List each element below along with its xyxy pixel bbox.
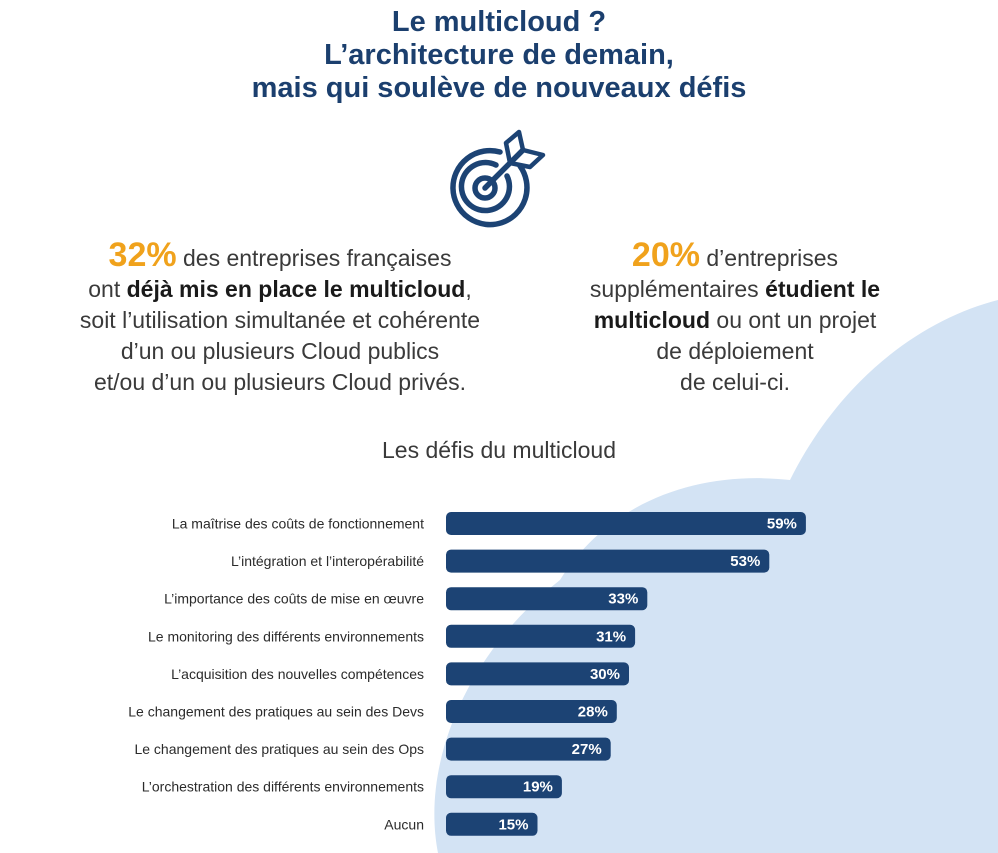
stat-left-text-2c: ,: [465, 276, 472, 302]
stat-right-text-5: de celui-ci.: [680, 369, 790, 395]
title-line-3: mais qui soulève de nouveaux défis: [251, 72, 747, 104]
category-label-7: L’orchestration des différents environne…: [142, 779, 424, 795]
stat-left-highlight: déjà mis en place le multicloud: [126, 276, 466, 302]
category-label-0: La maîtrise des coûts de fonctionnement: [172, 516, 424, 532]
value-label-7: 19%: [523, 779, 553, 796]
category-label-3: Le monitoring des différents environneme…: [148, 628, 424, 644]
stat-block-left: 32% des entreprises françaises ont déjà …: [20, 238, 540, 398]
bar-0: [446, 512, 806, 535]
bar-8: [446, 812, 538, 836]
stat-right-percent: 20%: [631, 236, 700, 274]
page-title: Le multicloud ? L’architecture de demain…: [0, 6, 998, 105]
stat-left-percent: 32%: [108, 236, 177, 274]
category-label-1: L’intégration et l’interopérabilité: [231, 553, 424, 569]
stat-right-text-1: d’entreprises: [699, 245, 839, 271]
target-arrow-icon: [450, 129, 546, 228]
value-label-6: 27%: [572, 741, 602, 758]
bar-5: [446, 700, 617, 723]
stat-left-text-1: des entreprises françaises: [176, 245, 452, 271]
category-label-6: Le changement des pratiques au sein des …: [134, 741, 424, 757]
category-label-2: L’importance des coûts de mise en œuvre: [164, 591, 424, 607]
stat-right-highlight-1: étudient le: [765, 276, 881, 302]
stat-left-text-4: d’un ou plusieurs Cloud publics: [120, 338, 440, 364]
bar-4: [446, 662, 629, 686]
stat-right-text-3b: ou ont un projet: [710, 307, 877, 333]
category-label-5: Le changement des pratiques au sein des …: [128, 704, 424, 720]
stat-left-text-3: soit l’utilisation simultanée et cohéren…: [79, 307, 481, 333]
bar-3: [446, 624, 636, 648]
stat-left-text-5: et/ou d’un ou plusieurs Cloud privés.: [93, 369, 467, 395]
value-label-8: 15%: [498, 816, 528, 833]
value-label-5: 28%: [578, 704, 608, 721]
value-label-1: 53%: [730, 553, 760, 570]
chart-title: Les défis du multicloud: [382, 437, 616, 463]
stat-left-text-2a: ont: [88, 276, 127, 302]
value-label-3: 31%: [596, 628, 626, 645]
value-label-4: 30%: [590, 666, 620, 683]
stat-right-highlight-2: multicloud: [593, 307, 711, 333]
category-label-4: L’acquisition des nouvelles compétences: [171, 666, 424, 682]
value-label-0: 59%: [767, 516, 797, 533]
title-line-2: L’architecture de demain,: [324, 39, 674, 71]
stat-right-text-2a: supplémentaires: [589, 276, 766, 302]
bar-2: [446, 587, 648, 611]
category-label-8: Aucun: [384, 816, 424, 832]
stat-block-right: 20% d’entreprises supplémentaires étudie…: [540, 238, 930, 398]
bar-1: [446, 549, 770, 573]
bar-7: [446, 775, 562, 799]
title-line-1: Le multicloud ?: [391, 6, 607, 38]
stat-right-text-4: de déploiement: [656, 338, 814, 364]
value-label-2: 33%: [608, 591, 638, 608]
bar-6: [446, 737, 611, 761]
